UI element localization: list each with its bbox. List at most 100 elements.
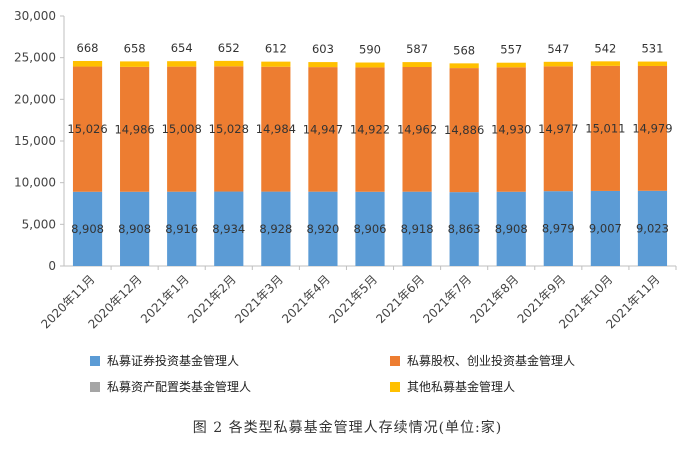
y-tick-label: 15,000 [14, 134, 56, 148]
data-label: 14,984 [256, 122, 296, 136]
bar-segment [355, 62, 385, 68]
bar-segment [261, 61, 291, 67]
data-label: 15,026 [67, 122, 107, 136]
bar-segment [449, 63, 479, 69]
bar-segment [308, 67, 338, 192]
bar-segment [167, 61, 197, 67]
legend-label-other: 其他私募基金管理人 [407, 380, 516, 394]
data-label: 8,928 [259, 222, 292, 236]
bar-segment [543, 66, 573, 192]
bar-segment [261, 66, 291, 192]
bar-segment [402, 62, 432, 67]
data-label: 15,028 [209, 122, 249, 136]
x-tick-label: 2021年8月 [467, 272, 521, 326]
data-label: 8,920 [306, 222, 339, 236]
data-label: 14,947 [303, 122, 343, 136]
data-label: 612 [265, 42, 287, 56]
bar-segment [449, 68, 479, 193]
x-tick-label: 2021年5月 [326, 272, 380, 326]
legend-item-other[interactable]: 其他私募基金管理人 [390, 378, 515, 395]
bar-segment [308, 191, 338, 266]
bar-segment [590, 61, 620, 66]
bar-segment [402, 67, 432, 192]
figure-caption: 图 2 各类型私募基金管理人存续情况(单位:家) [192, 420, 503, 436]
data-label: 603 [312, 42, 334, 56]
bar-segment [543, 61, 573, 67]
legend-label-asset-allocation: 私募资产配置类基金管理人 [107, 380, 252, 394]
data-label: 542 [594, 41, 616, 55]
legend-item-securities[interactable]: 私募证券投资基金管理人 [90, 352, 239, 369]
data-label: 9,023 [636, 221, 669, 235]
bar-segment [543, 191, 573, 266]
data-label: 8,916 [165, 222, 198, 236]
data-label: 14,979 [632, 121, 672, 135]
bar-segment [214, 60, 244, 67]
bar-segment [355, 191, 385, 266]
legend-swatch-other [390, 381, 400, 392]
x-tick-label: 2021年7月 [420, 272, 474, 326]
legend-swatch-asset-allocation [90, 381, 100, 392]
x-tick-label: 2021年2月 [185, 272, 239, 326]
data-label: 15,008 [162, 122, 202, 136]
bar-segment [120, 66, 150, 192]
bar-segment [308, 62, 338, 68]
chart-legend: 私募证券投资基金管理人 私募股权、创业投资基金管理人 私募资产配置类基金管理人 … [70, 352, 670, 402]
legend-label-equity-vc: 私募股权、创业投资基金管理人 [407, 354, 576, 368]
legend-label-securities: 私募证券投资基金管理人 [107, 354, 240, 368]
bar-segment [637, 61, 668, 66]
bar-segment [214, 191, 244, 266]
bar-segment [120, 61, 150, 67]
bar-segment [72, 191, 103, 266]
data-label: 14,930 [491, 123, 531, 137]
data-label: 557 [500, 43, 522, 57]
y-tick-label: 10,000 [14, 176, 56, 190]
data-label: 8,906 [354, 222, 387, 236]
stacked-bar-chart: 0 5,000 10,000 15,000 20,000 25,000 30,000 8,90… [14, 9, 677, 331]
y-tick-label: 30,000 [14, 9, 56, 23]
data-label: 14,977 [538, 122, 578, 136]
legend-item-equity-vc[interactable]: 私募股权、创业投资基金管理人 [390, 352, 575, 369]
legend-swatch-equity-vc [390, 355, 400, 366]
data-label: 14,886 [444, 123, 484, 137]
data-label: 658 [124, 41, 146, 55]
data-label: 590 [359, 43, 381, 57]
data-label: 14,922 [350, 123, 390, 137]
x-tick-label: 2021年4月 [279, 272, 333, 326]
data-label: 587 [406, 42, 428, 56]
bar-segment [72, 60, 103, 67]
bar-segment [590, 65, 620, 191]
data-label: 8,918 [401, 222, 434, 236]
y-tick-label: 25,000 [14, 51, 56, 65]
legend-item-asset-allocation[interactable]: 私募资产配置类基金管理人 [90, 378, 251, 395]
bar-segment [590, 190, 620, 266]
data-label: 8,934 [212, 222, 245, 236]
x-tick-label: 2021年3月 [232, 272, 286, 326]
bar-segment [637, 65, 668, 191]
bar-segment [637, 190, 668, 266]
data-label: 568 [453, 43, 475, 57]
data-label: 8,863 [448, 222, 481, 236]
data-label: 654 [171, 41, 193, 55]
bar-segment [496, 62, 526, 68]
bar-segment [496, 67, 526, 192]
data-label: 8,908 [71, 222, 104, 236]
y-tick-label: 0 [48, 259, 56, 273]
data-label: 14,962 [397, 122, 437, 136]
bar-segment [167, 66, 197, 192]
data-label: 9,007 [589, 221, 622, 235]
data-label: 14,986 [114, 122, 154, 136]
bar-segment [120, 191, 150, 266]
bar-segment [167, 191, 197, 266]
y-tick-label: 20,000 [14, 92, 56, 106]
data-label: 15,011 [585, 121, 625, 135]
data-label: 668 [77, 41, 99, 55]
bar-segment [261, 191, 291, 266]
data-label: 652 [218, 41, 240, 55]
data-label: 8,908 [495, 222, 528, 236]
y-tick-label: 5,000 [22, 217, 56, 231]
data-label: 8,979 [542, 222, 575, 236]
data-label: 531 [641, 42, 663, 56]
bar-segment [449, 192, 479, 266]
bar-segment [72, 66, 103, 192]
legend-swatch-securities [90, 355, 100, 366]
